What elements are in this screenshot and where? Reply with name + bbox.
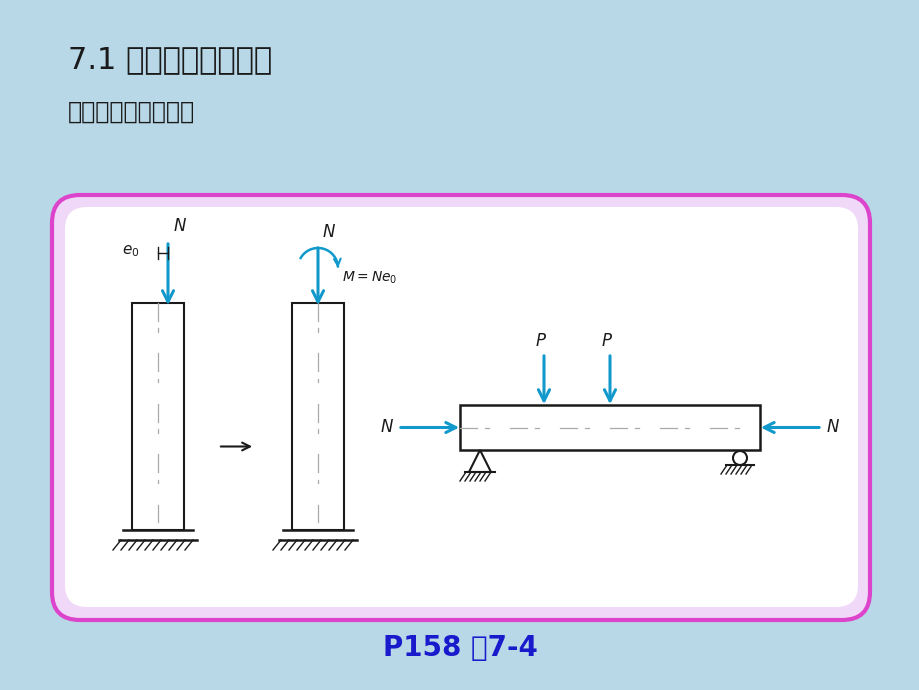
Text: $N$: $N$ [825,419,839,437]
Circle shape [732,451,746,465]
FancyBboxPatch shape [65,207,857,607]
Text: 偏心受压、偏心受拉: 偏心受压、偏心受拉 [68,100,195,124]
Bar [460,405,759,450]
Text: P158 图7-4: P158 图7-4 [382,634,537,662]
Text: $M=Ne_0$: $M=Ne_0$ [342,270,397,286]
Bar [131,303,184,530]
FancyBboxPatch shape [52,195,869,620]
Text: $N$: $N$ [173,217,187,235]
Text: $P$: $P$ [600,332,612,350]
Bar [291,303,344,530]
Polygon shape [469,450,491,472]
Text: 7.1 偏心受力构件概述: 7.1 偏心受力构件概述 [68,45,272,74]
Text: $N$: $N$ [322,223,335,241]
Text: $P$: $P$ [535,332,547,350]
Text: $N$: $N$ [380,419,393,437]
Text: $e_0$: $e_0$ [122,243,140,259]
